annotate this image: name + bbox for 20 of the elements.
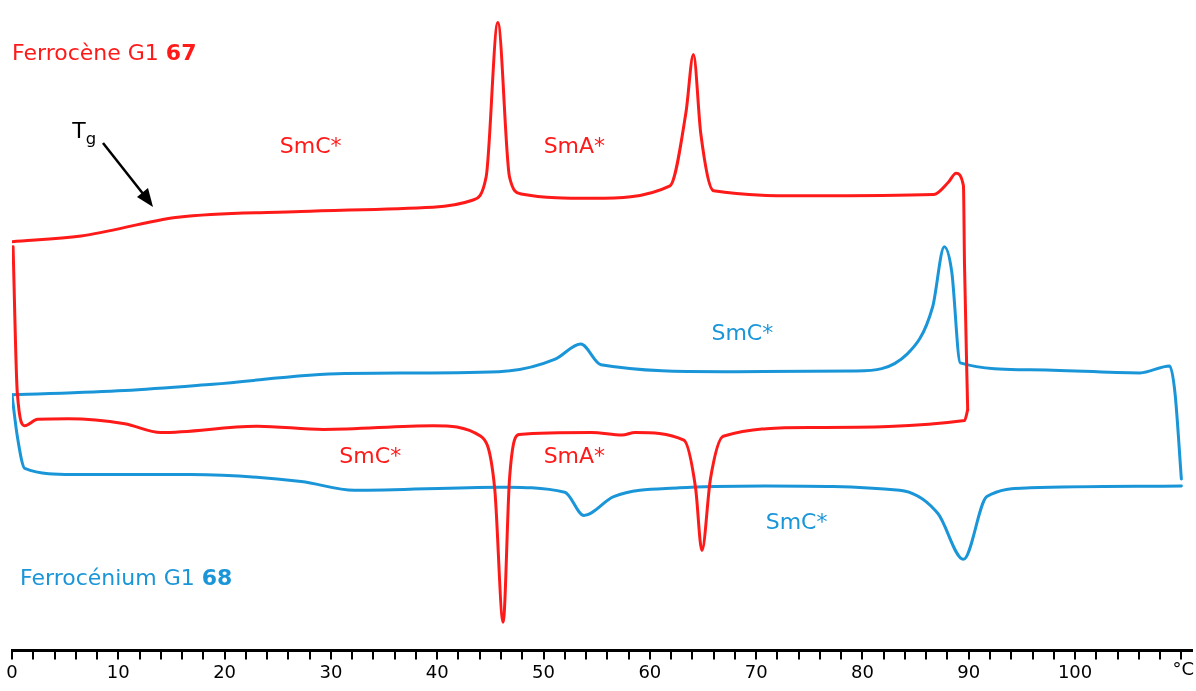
annotation: SmC* [339,443,402,469]
annotation: SmC* [711,320,774,346]
x-tick-label: 70 [744,660,768,682]
x-tick-label: 30 [319,660,343,682]
x-tick-label: 50 [532,660,555,682]
x-tick-label: 80 [851,660,874,682]
x-tick-label: 40 [425,660,449,682]
x-tick-label: 100 [1057,660,1093,682]
annotation: SmA* [543,132,606,158]
x-axis-title: °C [1172,657,1194,679]
x-tick-label: 90 [957,660,981,682]
x-tick-label: 60 [638,660,662,682]
x-tick-label: 20 [213,660,237,682]
text: Ferrocène G1 67 [12,40,197,65]
x-tick-label: 10 [106,660,130,682]
text: Ferrocénium G1 68 [20,565,233,590]
annotation: SmA* [543,443,606,469]
x-tick-label: 0 [6,660,18,682]
annotation: SmC* [765,509,828,535]
annotation: SmC* [279,132,342,158]
